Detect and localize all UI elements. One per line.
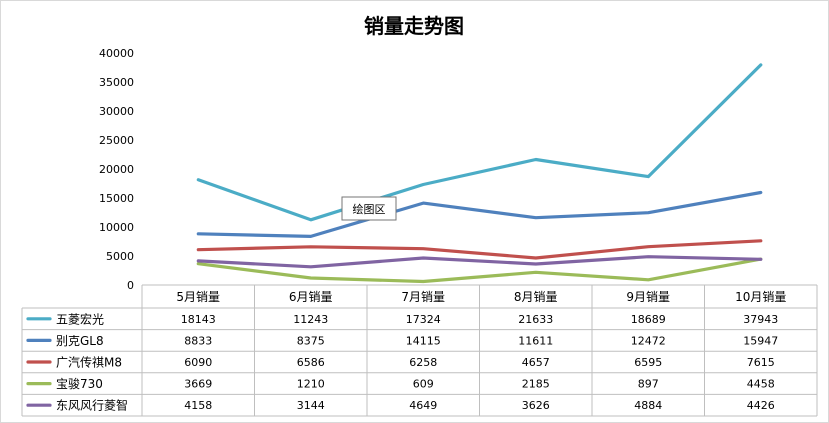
data-cell: 17324 [406, 313, 441, 326]
y-tick-label: 40000 [99, 47, 134, 60]
plot-area[interactable] [196, 63, 763, 284]
data-cell: 4884 [634, 399, 662, 412]
data-cell: 897 [638, 378, 659, 391]
series-name-label: 五菱宏光 [56, 311, 104, 326]
data-cell: 609 [413, 378, 434, 391]
category-label: 9月销量 [626, 290, 670, 304]
tooltip-box [341, 196, 397, 221]
y-tick-label: 15000 [99, 192, 134, 205]
data-cell: 3626 [522, 399, 550, 412]
data-cell: 11243 [293, 313, 328, 326]
y-tick-label: 0 [127, 279, 134, 292]
series-name-label: 广汽传祺M8 [56, 355, 122, 370]
data-cell: 11611 [518, 334, 553, 347]
data-cell: 18689 [631, 313, 666, 326]
y-tick-label: 30000 [99, 105, 134, 118]
tooltip-label: 绘图区 [353, 202, 386, 216]
data-cell: 4657 [522, 356, 550, 369]
series-line-3[interactable] [196, 239, 763, 260]
data-cell: 12472 [631, 334, 666, 347]
series-name-label: 别克GL8 [56, 334, 104, 348]
series-line-5[interactable] [196, 255, 763, 269]
chart-title: 销量走势图 [364, 14, 464, 38]
series-line-4[interactable] [196, 257, 763, 284]
data-cell: 4649 [409, 399, 437, 412]
category-label: 8月销量 [514, 290, 558, 304]
series-name-label: 东风风行菱智 [56, 398, 128, 413]
data-cell: 21633 [518, 313, 553, 326]
data-cell: 6258 [409, 356, 437, 369]
category-label: 7月销量 [401, 290, 445, 304]
data-cell: 1210 [297, 378, 325, 391]
data-cell: 14115 [406, 334, 441, 347]
plot-area-tooltip: 绘图区 [341, 196, 397, 221]
series-line-2[interactable] [196, 190, 763, 238]
data-cell: 6090 [184, 356, 212, 369]
y-axis: 0 5000 10000 15000 20000 25000 30000 35000 40000 [99, 47, 134, 292]
series-name-label: 宝骏730 [56, 377, 103, 391]
category-label: 6月销量 [289, 290, 333, 304]
data-cell: 8375 [297, 334, 325, 347]
data-cell: 4458 [747, 378, 775, 391]
data-cell: 18143 [181, 313, 216, 326]
data-cell: 15947 [743, 334, 778, 347]
data-cell: 4158 [184, 399, 212, 412]
y-tick-label: 20000 [99, 163, 134, 176]
data-cell: 37943 [743, 313, 778, 326]
y-tick-label: 5000 [106, 250, 134, 263]
data-cell: 7615 [747, 356, 775, 369]
y-tick-label: 25000 [99, 134, 134, 147]
data-cell: 6595 [634, 356, 662, 369]
data-cell: 3669 [184, 378, 212, 391]
y-tick-label: 10000 [99, 221, 134, 234]
series-line-1[interactable] [196, 63, 763, 222]
y-tick-label: 35000 [99, 76, 134, 89]
data-cell: 3144 [297, 399, 325, 412]
category-label: 10月销量 [735, 290, 786, 304]
data-cell: 6586 [297, 356, 325, 369]
data-cell: 2185 [522, 378, 550, 391]
data-cell: 4426 [747, 399, 775, 412]
data-cell: 8833 [184, 334, 212, 347]
category-label: 5月销量 [176, 290, 220, 304]
